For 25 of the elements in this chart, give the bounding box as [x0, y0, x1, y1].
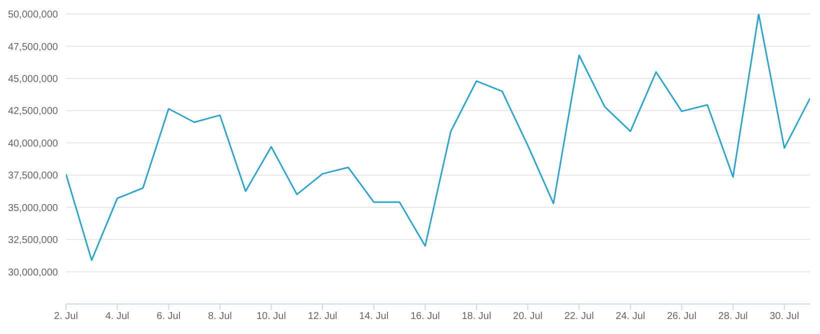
x-tick-label: 20. Jul — [513, 311, 543, 322]
line-series — [66, 14, 810, 261]
y-tick-label: 45,000,000 — [8, 74, 58, 85]
y-tick-label: 35,000,000 — [8, 202, 58, 214]
y-tick-label: 47,500,000 — [8, 42, 58, 53]
x-tick-label: 16. Jul — [410, 311, 440, 322]
y-tick-label: 42,500,000 — [8, 106, 58, 118]
x-tick-label: 22. Jul — [564, 311, 594, 322]
x-tick-label: 8. Jul — [208, 311, 232, 322]
x-tick-label: 18. Jul — [462, 311, 492, 322]
y-tick-label: 40,000,000 — [8, 138, 58, 150]
y-tick-label: 32,500,000 — [8, 235, 58, 246]
x-tick-label: 6. Jul — [156, 311, 181, 322]
y-tick-label: 37,500,000 — [8, 170, 58, 182]
x-tick-label: 12. Jul — [308, 311, 338, 322]
x-tick-label: 26. Jul — [666, 311, 696, 322]
y-tick-label: 50,000,000 — [8, 10, 58, 21]
x-tick-label: 24. Jul — [616, 311, 646, 322]
x-tick-label: 4. Jul — [105, 311, 130, 322]
y-tick-label: 30,000,000 — [8, 267, 58, 278]
x-tick-label: 10. Jul — [256, 311, 286, 322]
x-tick-label: 28. Jul — [718, 311, 748, 322]
x-tick-label: 14. Jul — [359, 311, 389, 322]
x-tick-label: 2. Jul — [54, 311, 78, 322]
x-tick-label: 30. Jul — [770, 311, 800, 322]
